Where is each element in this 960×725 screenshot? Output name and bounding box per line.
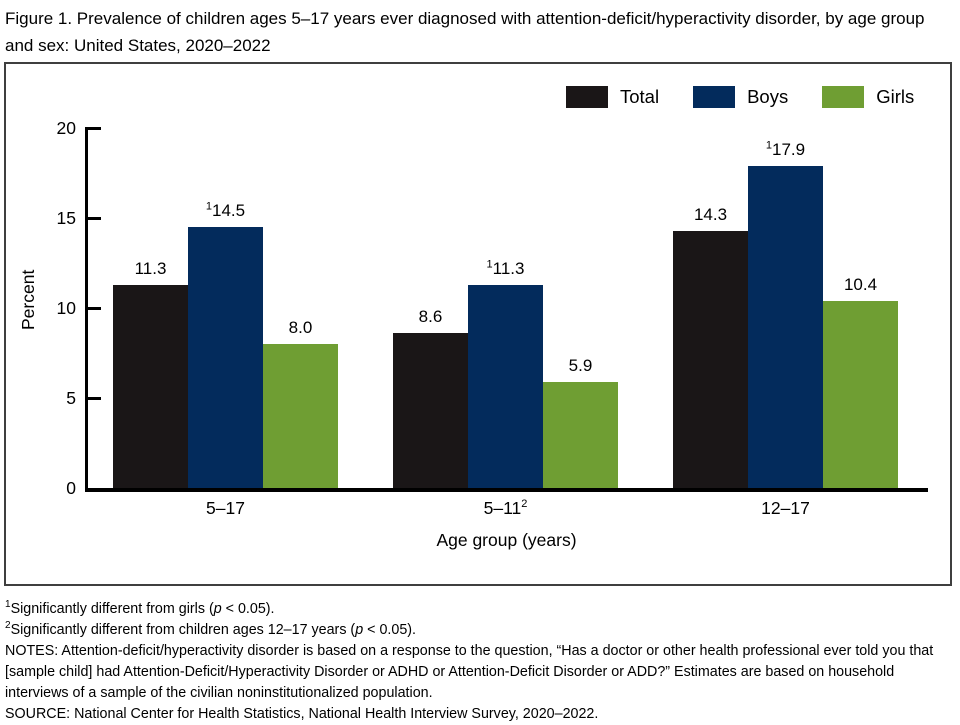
footnote-superscript: 2 [5,620,11,632]
bar-value-label: 14.3 [693,205,728,224]
y-tick-label: 0 [66,478,76,498]
footnote-line: SOURCE: National Center for Health Stati… [5,706,599,722]
x-category-label: 12–17 [761,498,810,518]
legend-item-boys: Boys [693,86,788,108]
bar-value-label: 111.3 [486,258,525,278]
bar-boys-1 [468,285,543,488]
bar-value-label: 11.3 [134,259,167,278]
bar-total-0 [113,285,188,488]
bar-value-label: 114.5 [205,200,246,220]
legend-label: Boys [747,86,789,107]
category-superscript: 2 [521,498,528,511]
footnotes: 1Significantly different from girls (p <… [5,599,955,725]
y-tick [86,397,101,400]
bar-value-label: 8.6 [418,307,443,326]
figure-title: Figure 1. Prevalence of children ages 5–… [5,9,925,55]
y-tick-label: 15 [56,208,76,228]
significance-superscript: 1 [765,139,773,152]
y-tick [86,127,101,130]
significance-superscript: 1 [205,200,213,213]
x-category-label: 5–17 [206,498,245,518]
legend-swatch-boys [693,86,736,108]
footnote-line: 2Significantly different from children a… [5,620,417,638]
footnote-superscript: 1 [5,599,11,611]
bar-girls-1 [543,382,618,488]
italic-p: p [213,601,222,617]
legend-swatch-total [566,86,608,108]
bar-girls-2 [823,301,898,488]
bar-boys-0 [188,227,263,488]
legend-item-total: Total [566,86,659,108]
bar-value-label: 8.0 [288,318,313,337]
footnote-line: 1Significantly different from girls (p <… [5,599,275,617]
y-tick-label: 10 [56,298,76,318]
bar-value-label: 117.9 [765,139,806,159]
footnote-line: NOTES: Attention-deficit/hyperactivity d… [5,643,934,701]
legend-item-girls: Girls [822,86,914,108]
bar-value-label: 5.9 [568,356,593,375]
bar-value-label: 10.4 [843,275,878,294]
legend-label: Girls [876,86,915,107]
bar-boys-2 [748,166,823,488]
x-category-label: 5–112 [483,498,528,518]
y-tick [86,307,101,310]
x-axis-title: Age group (years) [436,530,577,550]
bar-girls-0 [263,344,338,488]
legend-swatch-girls [822,86,865,108]
x-axis-line [85,488,928,492]
bar-total-1 [393,333,468,488]
significance-superscript: 1 [486,258,493,271]
italic-p: p [355,622,364,638]
y-tick-label: 20 [56,118,76,138]
bar-total-2 [673,231,748,488]
legend-label: Total [620,86,660,107]
y-tick-label: 5 [66,388,76,408]
y-tick [86,217,101,220]
chart-area: Total Boys Girls Percent Age group (years)… [4,62,952,586]
legend: Total Boys Girls [566,86,914,108]
